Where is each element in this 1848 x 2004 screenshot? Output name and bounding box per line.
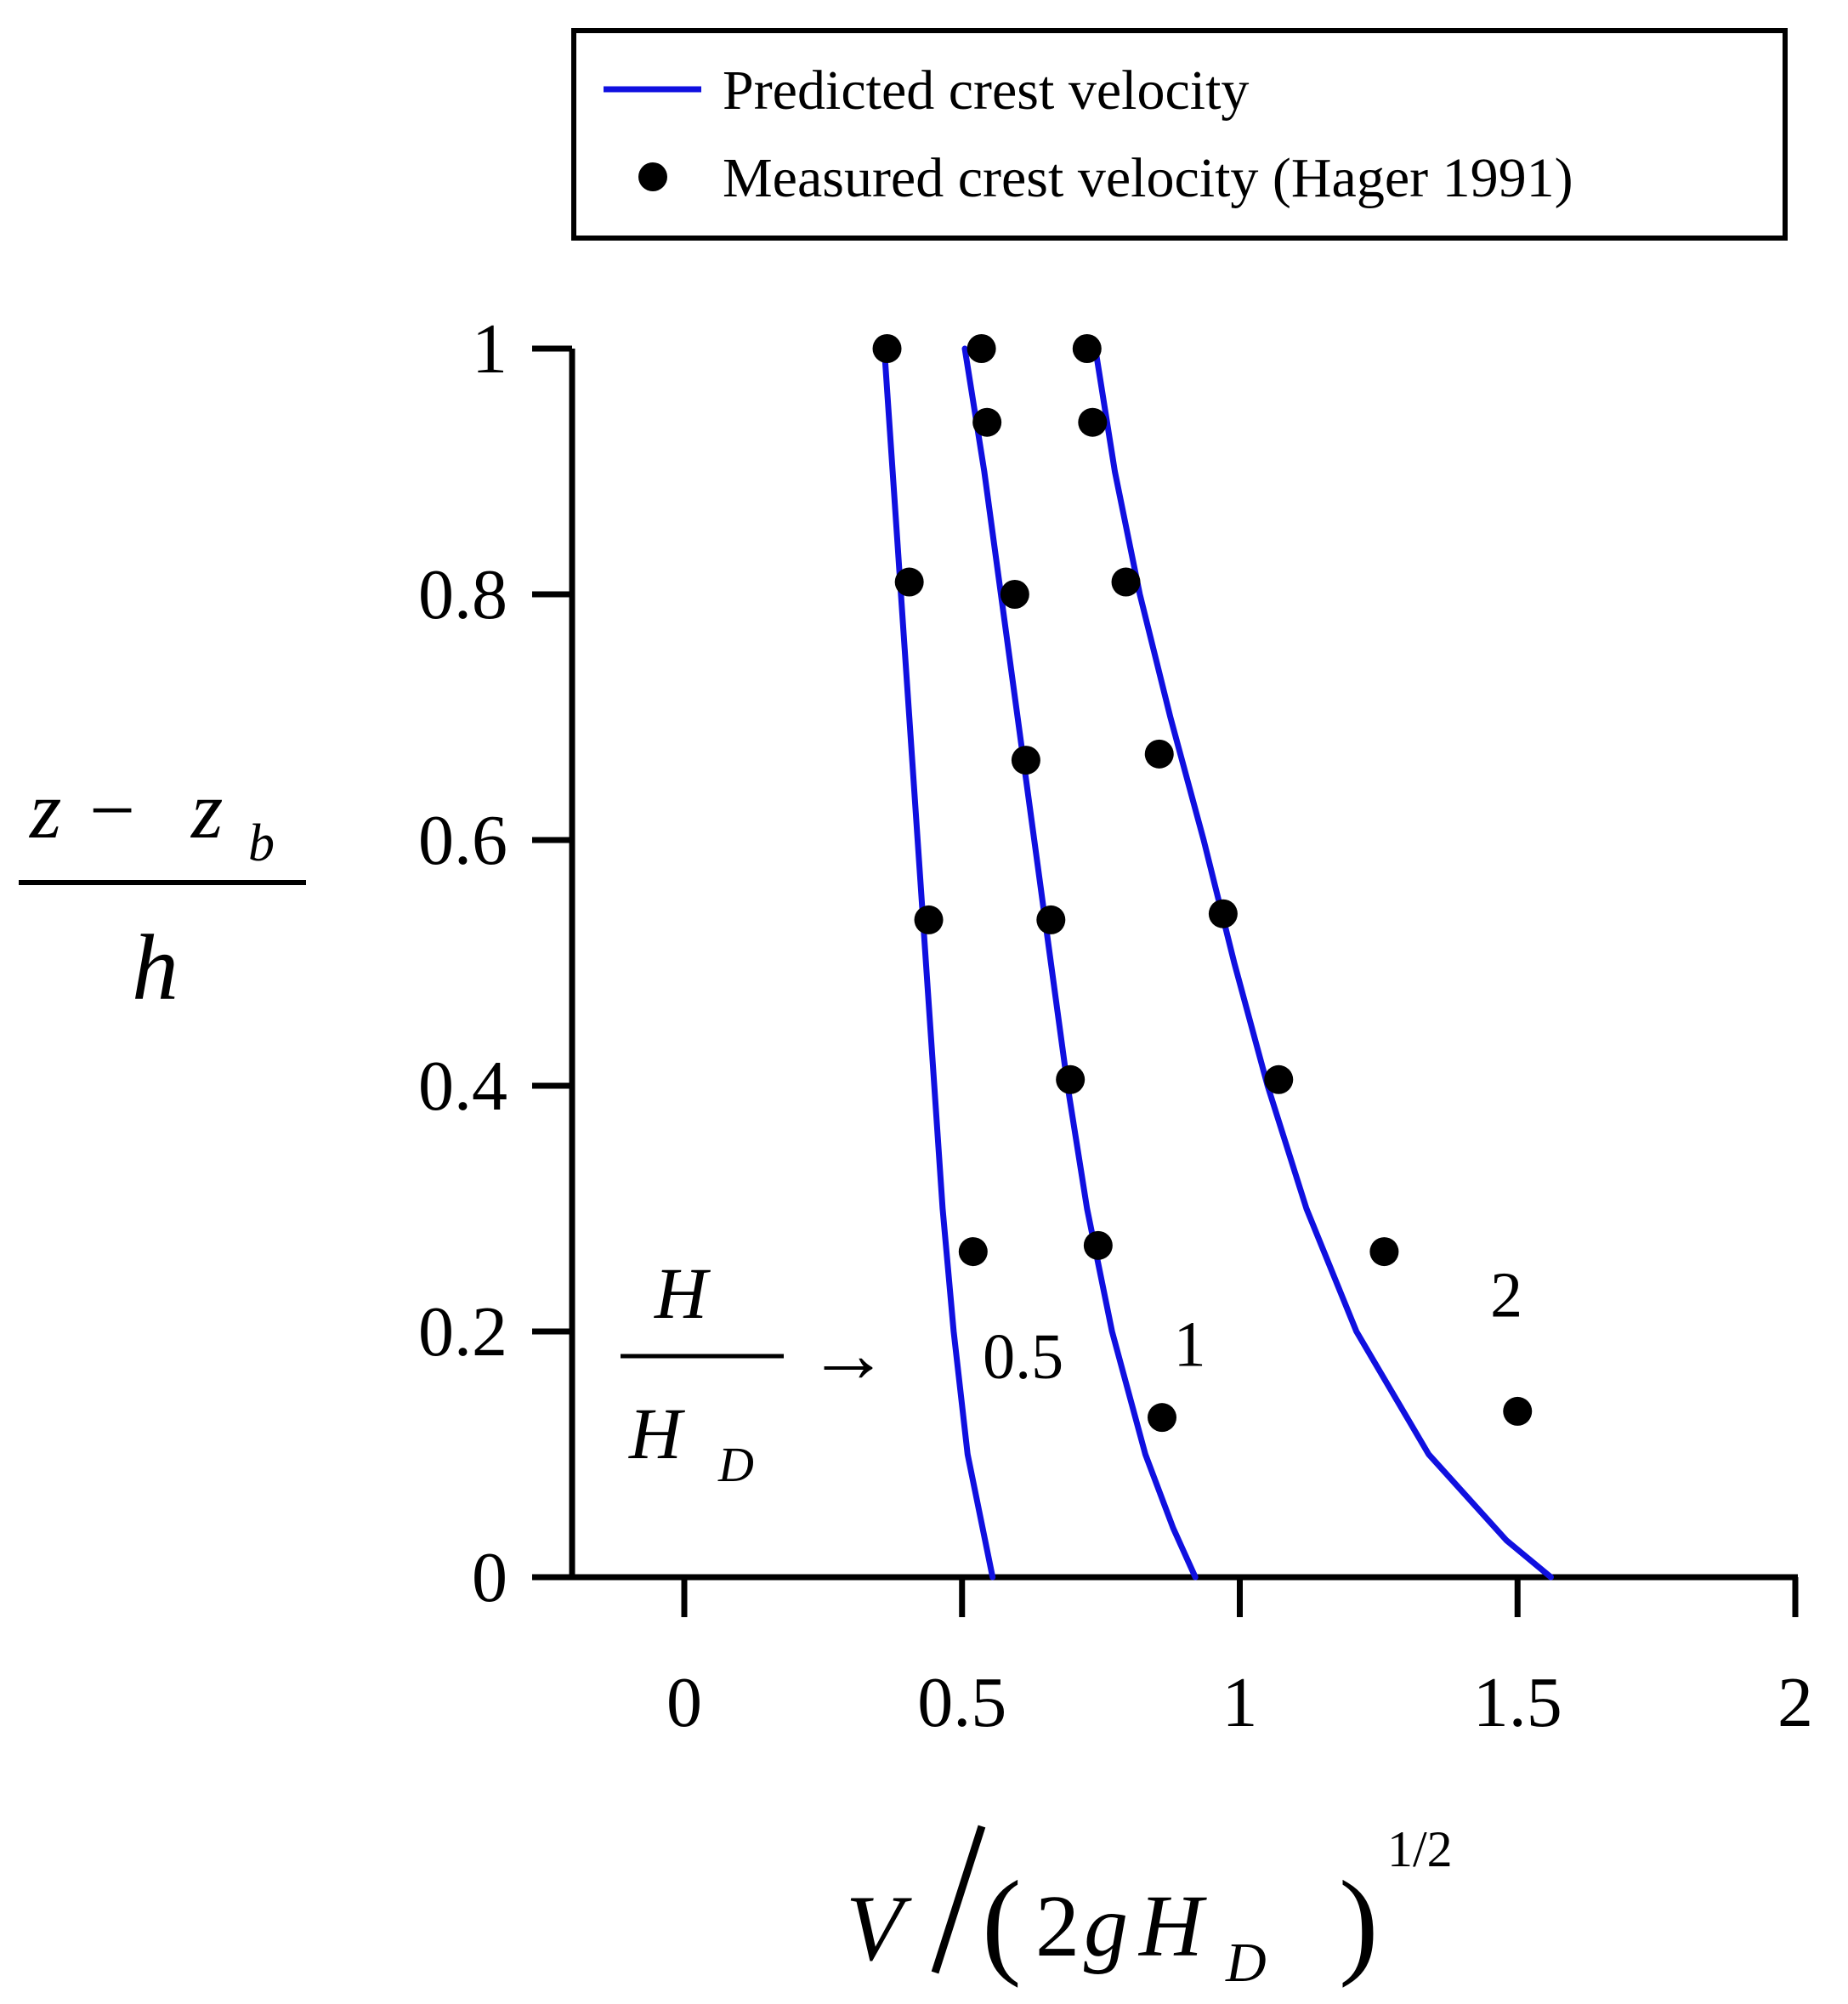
axes: 0 0.2 0.4 0.6 0.8 1 0 0.5 1 1.5 2 (418, 309, 1813, 1742)
predicted-line-2 (1092, 345, 1554, 1581)
predicted-line-0.5 (881, 345, 996, 1581)
annotation-arrow: → (808, 1309, 889, 1399)
y-tick-label: 0.6 (418, 801, 507, 880)
x-label-two: 2 (1035, 1877, 1080, 1975)
legend: Predicted crest velocity Measured crest … (571, 28, 1788, 241)
x-tick-label: 0.5 (917, 1663, 1006, 1742)
x-label-exponent: 1/2 (1387, 1821, 1453, 1877)
series-label: 2 (1490, 1260, 1522, 1331)
plot-points (872, 334, 1533, 1433)
x-label-close-paren: ) (1339, 1857, 1379, 1989)
measured-point-1 (1000, 580, 1029, 609)
x-ticks: 0 0.5 1 1.5 2 (666, 1577, 1813, 1742)
y-label-z: z (28, 764, 61, 855)
measured-point-2 (1072, 334, 1102, 363)
measured-point-2 (1503, 1396, 1533, 1426)
measured-point-1 (972, 407, 1002, 437)
y-label-minus: − (89, 764, 135, 855)
x-tick-label: 1 (1222, 1663, 1258, 1742)
y-label-subscript-b: b (248, 815, 275, 872)
plot-lines (881, 345, 1554, 1581)
x-tick-label: 2 (1777, 1663, 1813, 1742)
measured-point-2 (1078, 407, 1108, 437)
y-tick-label: 1 (472, 309, 507, 389)
x-label-slash (931, 1825, 986, 1974)
x-label-V: V (846, 1876, 912, 1980)
measured-point-1 (1036, 905, 1066, 934)
y-axis-label: z − z b h (19, 764, 306, 1019)
measured-point-0.5 (872, 334, 902, 363)
series-labels: 0.5 1 2 (983, 1260, 1522, 1393)
measured-point-2 (1208, 899, 1238, 928)
measured-point-1 (1148, 1403, 1177, 1433)
measured-point-0.5 (958, 1237, 988, 1267)
measured-point-1 (1011, 746, 1040, 775)
series-label: 0.5 (983, 1321, 1063, 1393)
x-tick-label: 0 (666, 1663, 702, 1742)
y-tick-label: 0 (472, 1538, 507, 1617)
y-label-zb: z (190, 764, 223, 855)
series-label: 1 (1174, 1309, 1206, 1380)
annotation-denominator-D: D (717, 1437, 754, 1492)
y-ticks: 0 0.2 0.4 0.6 0.8 1 (418, 309, 572, 1617)
annotation-numerator-H: H (654, 1252, 711, 1334)
x-label-H: H (1137, 1877, 1207, 1975)
x-label-g: g (1084, 1877, 1128, 1975)
legend-frame (571, 28, 1788, 241)
y-tick-label: 0.2 (418, 1292, 507, 1371)
x-label-D: D (1225, 1932, 1267, 1994)
predicted-line-1 (961, 345, 1199, 1581)
x-label-open-paren: ( (982, 1857, 1022, 1989)
measured-point-2 (1264, 1064, 1294, 1094)
measured-point-1 (1056, 1064, 1086, 1094)
legend-marker-swatch (638, 162, 667, 191)
measured-point-2 (1369, 1237, 1399, 1267)
x-tick-label: 1.5 (1473, 1663, 1562, 1742)
y-label-h: h (132, 916, 179, 1019)
annotation-denominator-H: H (628, 1393, 685, 1474)
legend-entry-measured: Measured crest velocity (Hager 1991) (723, 147, 1573, 209)
measured-point-2 (1144, 739, 1174, 769)
x-axis-label: V ( 2 g H D ) 1/2 (846, 1821, 1453, 1994)
measured-point-0.5 (894, 567, 924, 597)
legend-entry-predicted: Predicted crest velocity (723, 60, 1249, 122)
ratio-annotation: H H D → (621, 1252, 889, 1492)
measured-point-2 (1111, 567, 1141, 597)
measured-point-0.5 (914, 905, 944, 934)
y-tick-label: 0.4 (418, 1047, 507, 1126)
measured-point-1 (967, 334, 996, 363)
measured-point-1 (1083, 1230, 1113, 1260)
y-tick-label: 0.8 (418, 555, 507, 634)
